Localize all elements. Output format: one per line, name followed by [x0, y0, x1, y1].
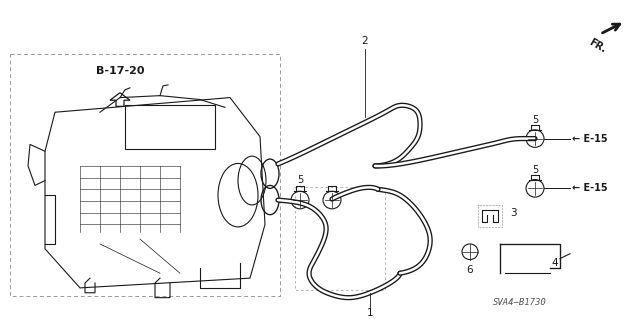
- Text: 4: 4: [552, 258, 558, 269]
- Text: 5: 5: [532, 115, 538, 125]
- Text: ← E-15: ← E-15: [572, 183, 607, 193]
- Text: 6: 6: [467, 265, 474, 275]
- Text: ← E-15: ← E-15: [572, 134, 607, 144]
- Text: SVA4−B1730: SVA4−B1730: [493, 298, 547, 307]
- Text: B-17-20: B-17-20: [96, 66, 144, 76]
- Bar: [10, 54, 280, 296]
- Text: 5: 5: [532, 165, 538, 175]
- Text: 2: 2: [362, 36, 368, 46]
- Bar: [295, 187, 385, 290]
- Text: FR.: FR.: [587, 37, 607, 55]
- Text: 1: 1: [367, 308, 373, 318]
- Text: 3: 3: [510, 208, 516, 218]
- Text: 5: 5: [297, 175, 303, 185]
